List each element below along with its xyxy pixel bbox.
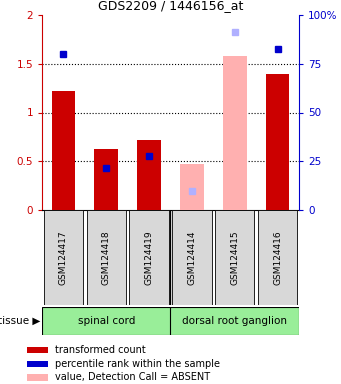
Bar xyxy=(258,210,297,305)
Bar xyxy=(27,347,48,353)
Bar xyxy=(27,374,48,381)
Text: spinal cord: spinal cord xyxy=(77,316,135,326)
Text: GSM124417: GSM124417 xyxy=(59,230,68,285)
Bar xyxy=(266,73,290,210)
Bar xyxy=(87,210,126,305)
Bar xyxy=(44,210,83,305)
Text: dorsal root ganglion: dorsal root ganglion xyxy=(182,316,287,326)
Text: transformed count: transformed count xyxy=(55,345,145,355)
Text: value, Detection Call = ABSENT: value, Detection Call = ABSENT xyxy=(55,372,210,382)
Bar xyxy=(170,307,299,335)
Text: GSM124418: GSM124418 xyxy=(102,230,111,285)
Text: GSM124416: GSM124416 xyxy=(273,230,282,285)
Bar xyxy=(94,149,118,210)
Title: GDS2209 / 1446156_at: GDS2209 / 1446156_at xyxy=(98,0,243,12)
Bar xyxy=(51,91,75,210)
Bar xyxy=(27,361,48,367)
Bar xyxy=(137,140,161,210)
Bar xyxy=(215,210,254,305)
Bar xyxy=(223,56,247,210)
Text: GSM124414: GSM124414 xyxy=(188,230,196,285)
Text: tissue ▶: tissue ▶ xyxy=(0,316,40,326)
Text: GSM124415: GSM124415 xyxy=(230,230,239,285)
Text: percentile rank within the sample: percentile rank within the sample xyxy=(55,359,220,369)
Bar xyxy=(180,164,204,210)
Bar xyxy=(129,210,169,305)
Bar xyxy=(42,307,170,335)
Bar xyxy=(172,210,212,305)
Text: GSM124419: GSM124419 xyxy=(145,230,153,285)
